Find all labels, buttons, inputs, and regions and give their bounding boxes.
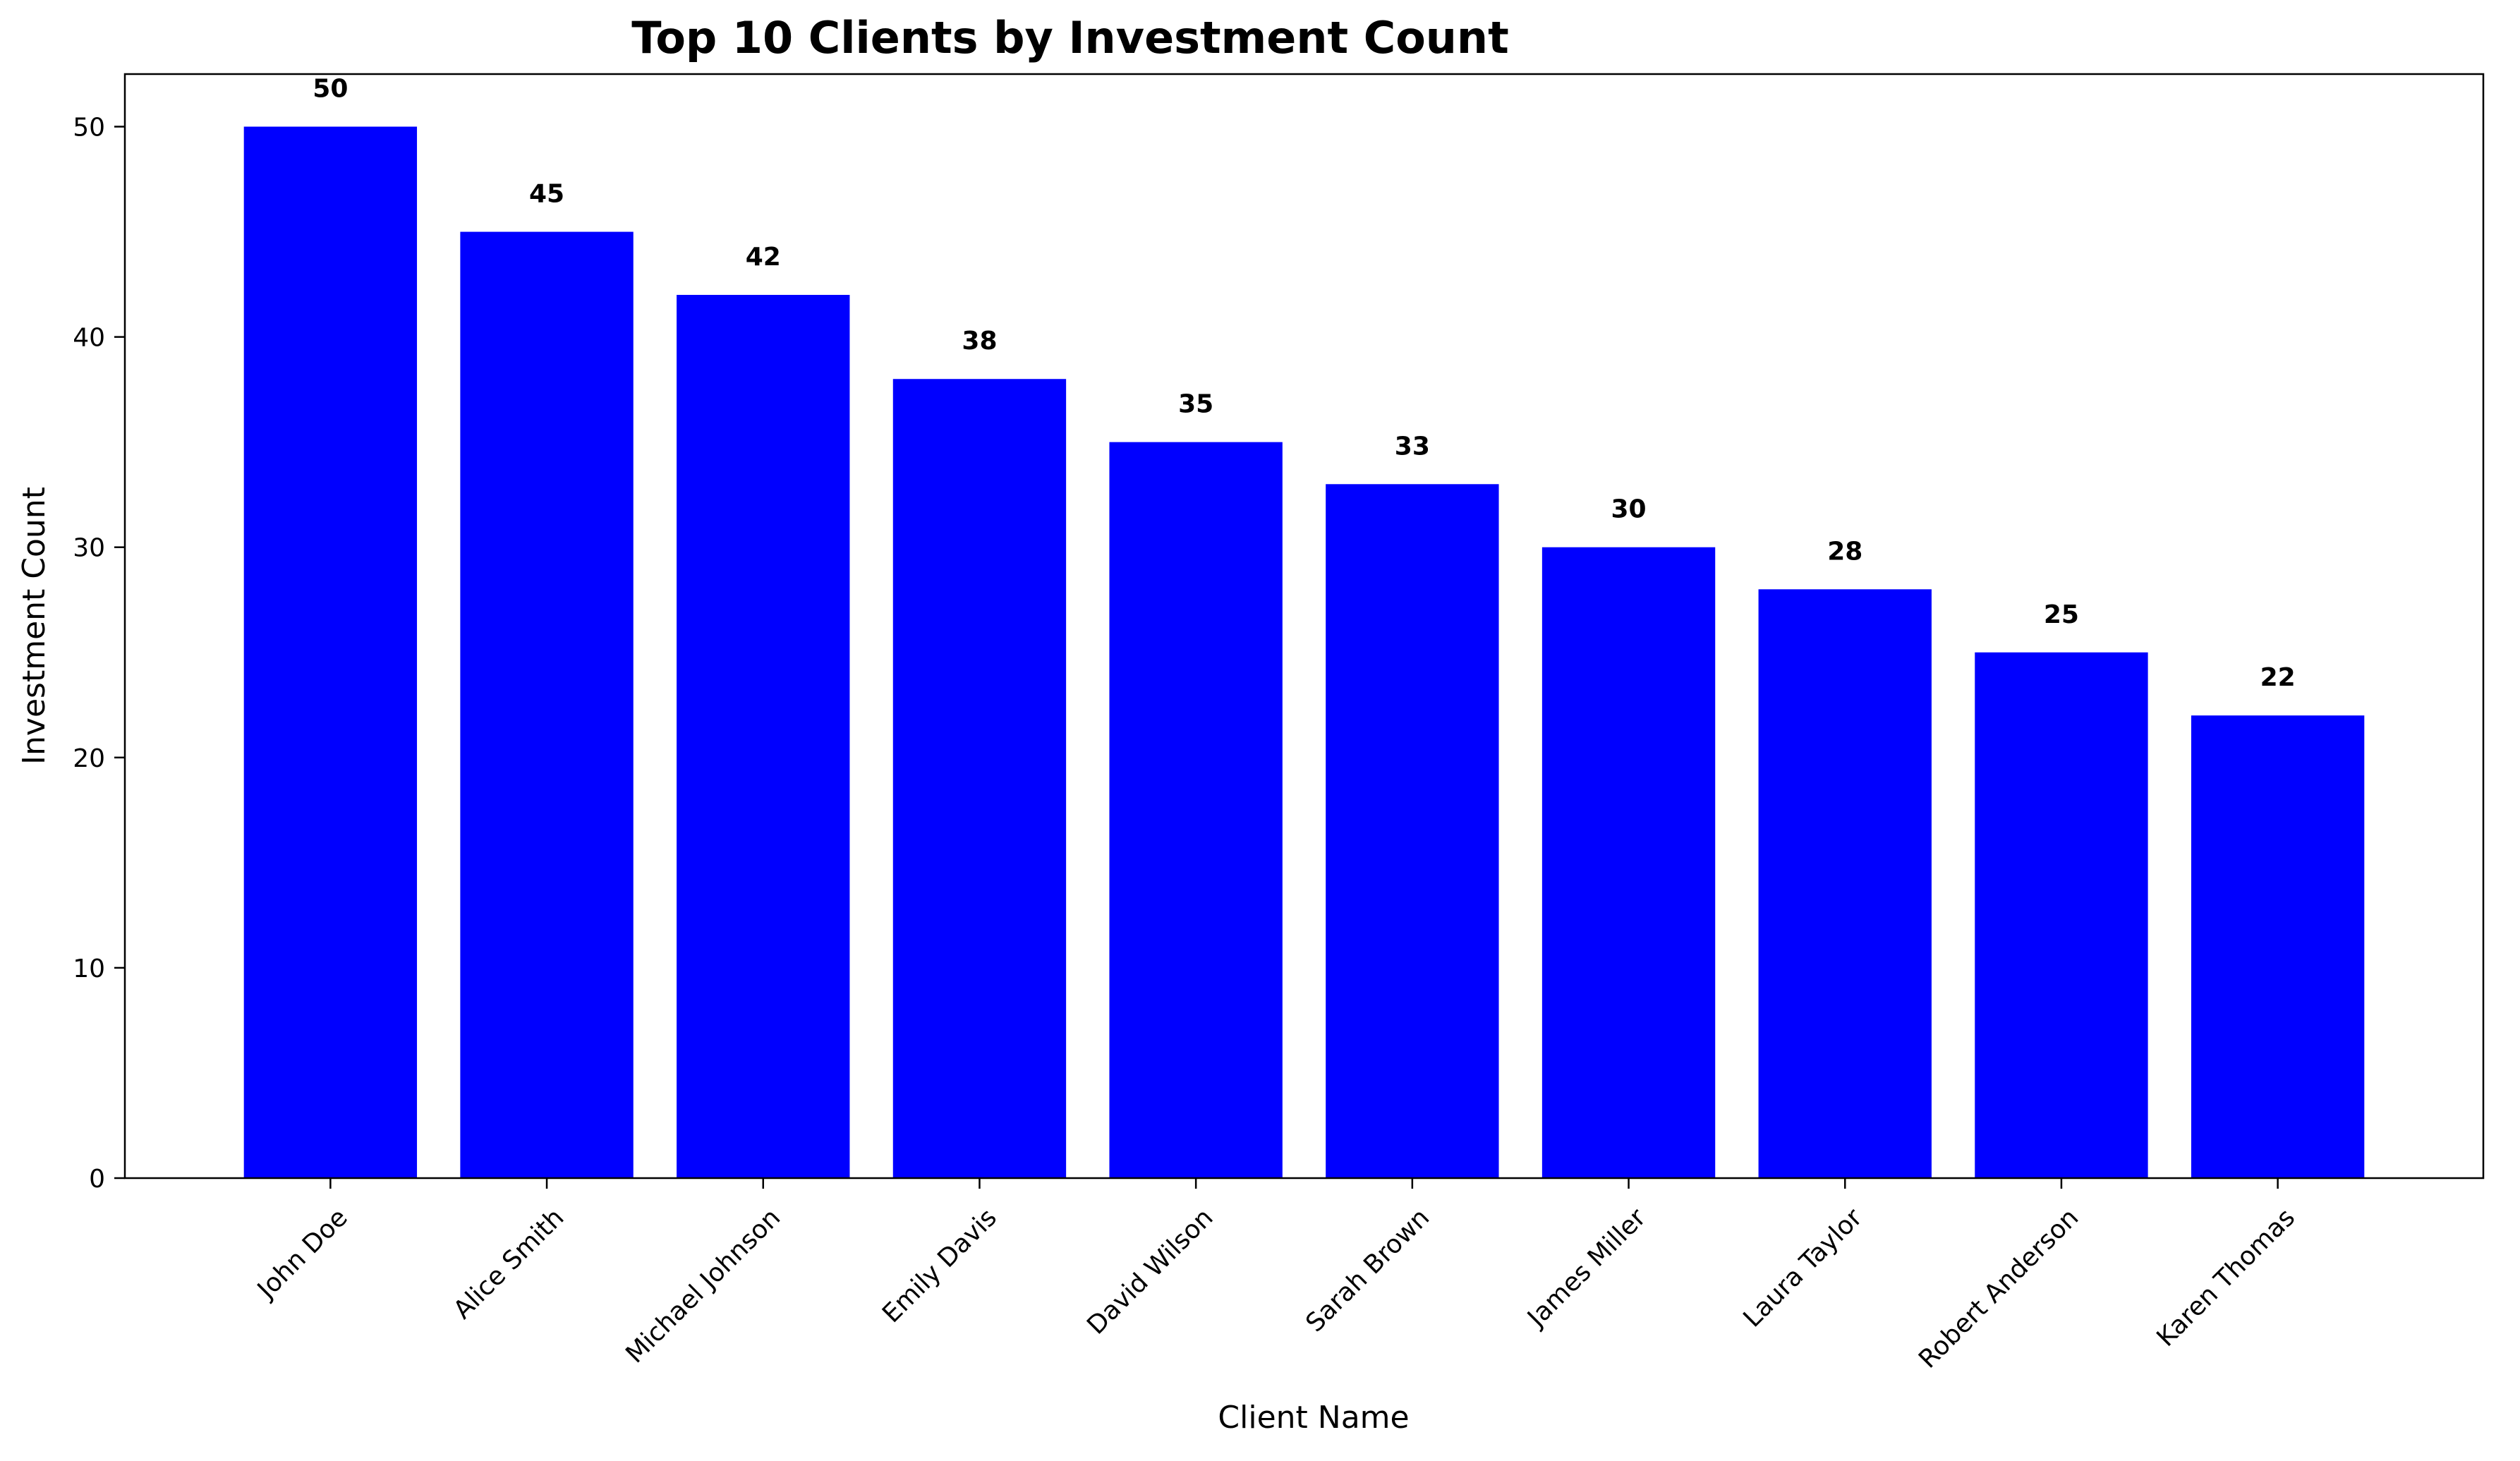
bar-value-label: 35 [1178,390,1213,419]
bar [243,126,418,1178]
plot-frame [123,73,2485,1180]
y-tick-label: 50 [73,114,105,143]
bar-value-label: 38 [962,327,997,356]
bar-value-label: 45 [529,180,564,209]
bar [1975,652,2148,1178]
bars-layer [243,126,2365,1179]
y-tick-label: 0 [89,1165,105,1194]
bar [1541,547,1716,1178]
bar [1109,442,1283,1178]
chart-title: Top 10 Clients by Investment Count [631,12,1508,63]
bar [1758,589,1932,1178]
y-axis-label: Investment Count [16,487,52,765]
bar-value-label: 30 [1611,495,1646,524]
bar-value-label: 22 [2260,663,2296,692]
y-tick-label: 40 [73,324,105,353]
bar [2191,715,2365,1178]
y-tick-label: 30 [73,534,105,563]
y-tick-label: 20 [73,744,105,773]
x-axis-label: Client Name [1218,1400,1409,1436]
bar-value-label: 25 [2044,600,2079,629]
bar-value-label: 50 [313,75,348,104]
bar [460,231,634,1179]
bar-value-label: 28 [1827,537,1862,566]
bar [1326,484,1499,1178]
y-tick-label: 10 [73,954,105,983]
bar-value-label: 42 [746,243,781,272]
bar-value-label: 33 [1395,432,1430,461]
data-labels-layer: 50 45 42 38 35 33 30 28 25 22 [313,75,2295,693]
bar [677,295,850,1178]
y-axis-ticks: 0 10 20 30 40 50 [73,114,125,1194]
bar [892,379,1067,1179]
